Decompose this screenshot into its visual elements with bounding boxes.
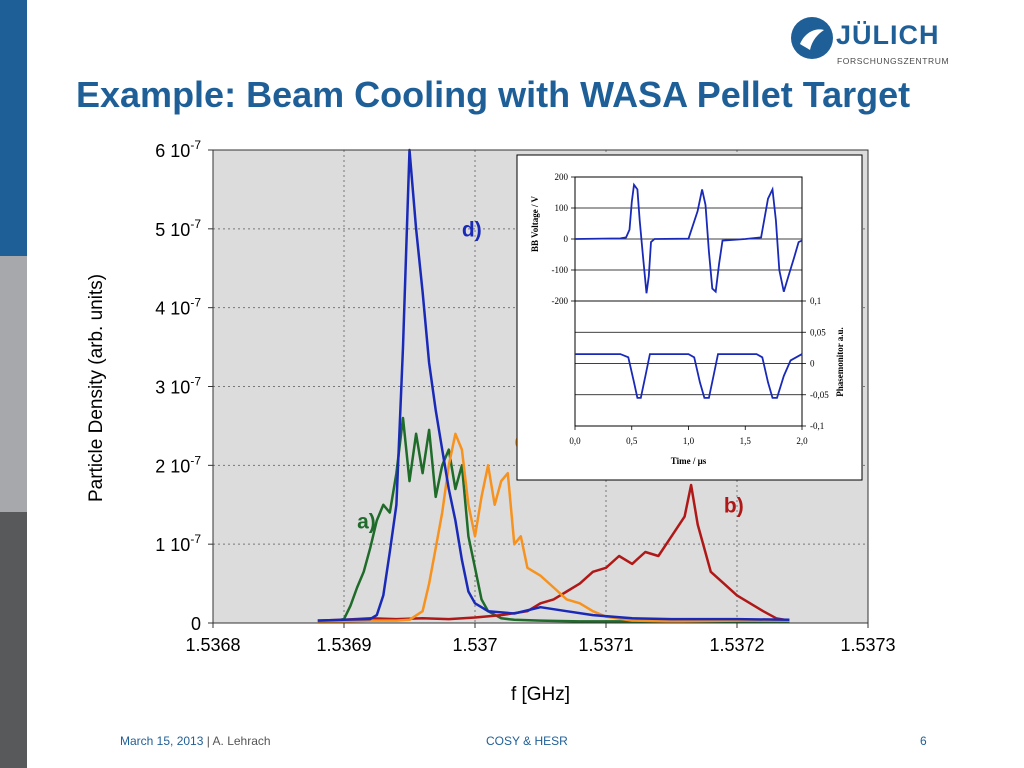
inset-x-tick-label: 1,5	[740, 436, 752, 446]
inset-left-tick-label: 200	[555, 172, 569, 182]
julich-logo-icon	[791, 17, 833, 59]
inset-x-tick-label: 2,0	[796, 436, 808, 446]
footer-separator: |	[203, 734, 213, 748]
inset-phase-line	[575, 353, 803, 399]
logo-word: JÜLICH	[836, 20, 940, 50]
x-tick-label: 1.5368	[185, 635, 240, 655]
sidebar-segment-blue	[0, 0, 27, 256]
y-tick-label: 6 10-7	[155, 138, 201, 161]
inset-right-axis-label: Phasemonitor a.u.	[835, 327, 845, 397]
inset-left-axis-label: BB Voltage / V	[530, 195, 540, 252]
y-tick-label: 2 10-7	[155, 453, 201, 476]
sidebar-segment-darkgray	[0, 512, 27, 768]
curve-annotation: d)	[462, 219, 482, 242]
series-line	[317, 148, 790, 622]
footer-center: COSY & HESR	[486, 734, 568, 748]
slide-title: Example: Beam Cooling with WASA Pellet T…	[76, 74, 911, 115]
inset-right-tick-label: -0,05	[810, 390, 829, 400]
inset-left-tick-label: 0	[564, 234, 569, 244]
x-tick-label: 1.5371	[578, 635, 633, 655]
sidebar-stripe	[0, 0, 27, 768]
inset-right-tick-label: 0	[810, 359, 815, 369]
inset-x-tick-label: 0,5	[626, 436, 638, 446]
curve-annotation: a)	[357, 510, 376, 533]
footer-author: A. Lehrach	[212, 734, 271, 748]
y-tick-label: 3 10-7	[155, 375, 201, 398]
inset-left-tick-label: 100	[555, 203, 569, 213]
footer-date: March 15, 2013	[120, 734, 204, 748]
inset-x-tick-label: 0,0	[569, 436, 581, 446]
x-tick-label: 1.5372	[709, 635, 764, 655]
series-line	[317, 432, 790, 623]
x-tick-label: 1.5369	[316, 635, 371, 655]
inset-right-tick-label: 0,1	[810, 296, 821, 306]
footer-page-number: 6	[920, 734, 927, 748]
x-tick-label: 1.5373	[840, 635, 895, 655]
sidebar-segment-lightgray	[0, 256, 27, 512]
y-tick-label: 1 10-7	[155, 532, 201, 555]
julich-logo: JÜLICH FORSCHUNGSZENTRUM	[790, 14, 960, 74]
y-tick-label: 4 10-7	[155, 296, 201, 319]
inset-box	[516, 154, 863, 481]
x-tick-label: 1.537	[452, 635, 497, 655]
inset-right-tick-label: -0,1	[810, 421, 824, 431]
inset-x-tick-label: 1,0	[683, 436, 695, 446]
series-line	[317, 483, 790, 622]
logo-subtitle: FORSCHUNGSZENTRUM	[837, 56, 950, 66]
inset-voltage-line	[574, 182, 803, 294]
inset-x-axis-label: Time / µs	[671, 456, 707, 466]
inset-right-tick-label: 0,05	[810, 327, 826, 337]
inset-left-tick-label: -100	[552, 265, 569, 275]
y-axis-label: Particle Density (arb. units)	[86, 274, 107, 502]
curve-annotation: b)	[724, 495, 744, 518]
y-tick-label: 0	[191, 614, 201, 634]
spectrum-chart: 0 1 10-7 2 10-7 3 10-7 4 10-7 5 10-7 6 10-7 1.5…	[86, 138, 896, 705]
x-axis-label: f [GHz]	[511, 684, 570, 705]
y-tick-label: 5 10-7	[155, 217, 201, 240]
inset-left-tick-label: -200	[552, 296, 569, 306]
series-line	[317, 416, 790, 623]
footer-left: March 15, 2013 | A. Lehrach	[120, 734, 271, 748]
